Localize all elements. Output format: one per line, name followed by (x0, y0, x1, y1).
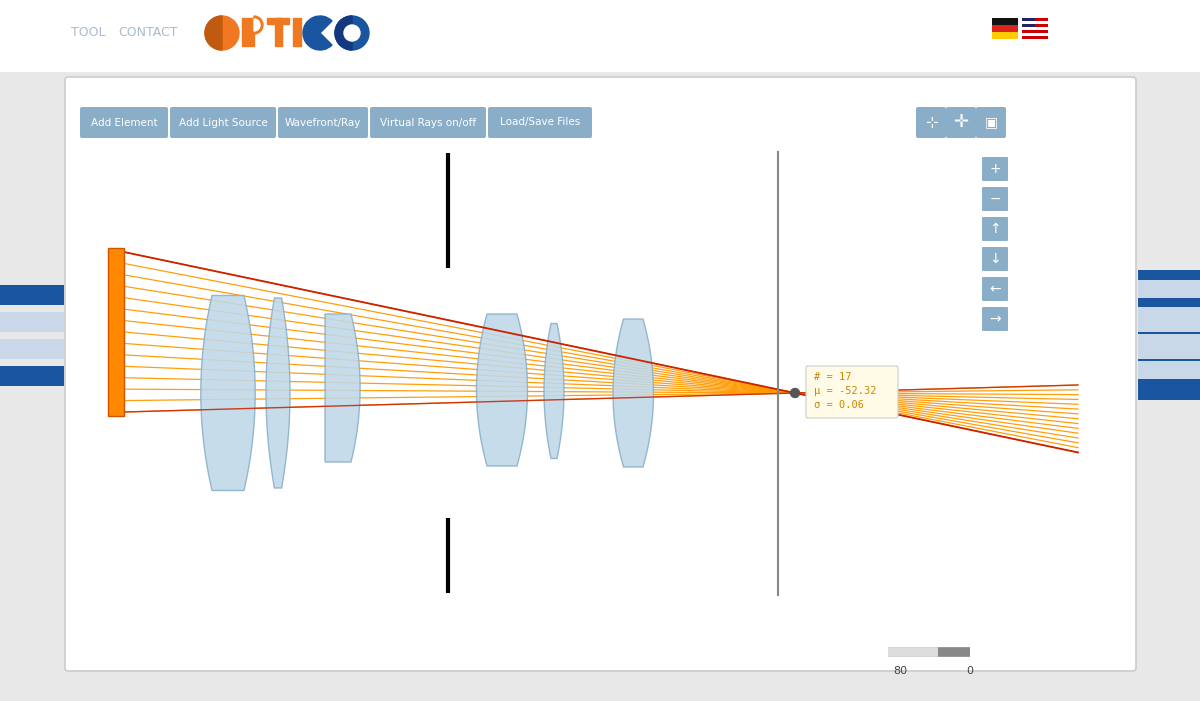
Text: Add Element: Add Element (91, 118, 157, 128)
Circle shape (205, 16, 239, 50)
Polygon shape (325, 314, 360, 462)
Circle shape (335, 16, 370, 50)
Polygon shape (476, 314, 528, 466)
Bar (1138, 361, 1200, 379)
Text: ↑: ↑ (989, 222, 1001, 236)
FancyBboxPatch shape (982, 307, 1008, 331)
FancyBboxPatch shape (278, 107, 368, 138)
Text: Wavefront/Ray: Wavefront/Ray (284, 118, 361, 128)
Polygon shape (266, 298, 290, 488)
Polygon shape (200, 296, 256, 491)
FancyBboxPatch shape (982, 277, 1008, 301)
Bar (1022, 18, 1034, 30)
Bar (1138, 334, 1200, 352)
Bar (1138, 366, 1200, 386)
Bar (1138, 280, 1200, 298)
Wedge shape (335, 16, 352, 50)
Bar (0, 0, 1200, 72)
Text: σ = 0.06: σ = 0.06 (814, 400, 864, 410)
Bar (293, 18, 301, 46)
FancyBboxPatch shape (806, 366, 898, 418)
Bar (108, 248, 124, 416)
Text: # = 17: # = 17 (814, 372, 852, 382)
Text: 0: 0 (966, 666, 973, 676)
Bar (0, 366, 64, 386)
Bar (992, 18, 1018, 25)
Text: +: + (989, 162, 1001, 176)
Bar (992, 32, 1018, 39)
Text: ←: ← (989, 282, 1001, 296)
FancyBboxPatch shape (370, 107, 486, 138)
FancyBboxPatch shape (982, 217, 1008, 241)
Text: μ = -52.32: μ = -52.32 (814, 386, 876, 396)
FancyBboxPatch shape (80, 107, 168, 138)
FancyBboxPatch shape (982, 187, 1008, 211)
FancyBboxPatch shape (976, 107, 1006, 138)
Polygon shape (613, 319, 654, 467)
Bar (1138, 285, 1200, 305)
Text: →: → (989, 312, 1001, 326)
Text: Add Light Source: Add Light Source (179, 118, 268, 128)
Bar (1022, 21, 1048, 24)
Text: ⊹: ⊹ (925, 114, 937, 130)
Text: CONTACT: CONTACT (119, 25, 178, 39)
Bar (992, 25, 1018, 32)
FancyBboxPatch shape (65, 77, 1136, 671)
FancyBboxPatch shape (982, 247, 1008, 271)
Text: Load/Save Files: Load/Save Files (500, 118, 580, 128)
Polygon shape (544, 323, 564, 458)
Circle shape (791, 388, 799, 397)
FancyBboxPatch shape (488, 107, 592, 138)
Wedge shape (254, 19, 260, 31)
Bar (1022, 33, 1048, 36)
Text: 80: 80 (893, 666, 907, 676)
Text: Virtual Rays on/off: Virtual Rays on/off (380, 118, 476, 128)
Bar (0, 312, 64, 332)
Bar (0, 339, 64, 359)
FancyBboxPatch shape (170, 107, 276, 138)
Bar (242, 18, 254, 46)
Bar (1138, 312, 1200, 332)
Wedge shape (302, 16, 332, 50)
Text: ▣: ▣ (984, 115, 997, 129)
Bar (1138, 339, 1200, 359)
Bar (275, 18, 282, 46)
Text: TOOL: TOOL (71, 25, 106, 39)
FancyBboxPatch shape (916, 107, 946, 138)
Wedge shape (254, 16, 263, 34)
Text: −: − (989, 192, 1001, 206)
Wedge shape (205, 16, 222, 50)
Circle shape (344, 25, 360, 41)
FancyBboxPatch shape (946, 107, 976, 138)
Bar (1022, 18, 1048, 39)
FancyBboxPatch shape (982, 157, 1008, 181)
Bar (266, 18, 289, 24)
Bar (1022, 27, 1048, 30)
Bar (1138, 270, 1200, 400)
Bar (0, 285, 64, 305)
Text: ↓: ↓ (989, 252, 1001, 266)
Bar (1138, 307, 1200, 325)
Text: ✛: ✛ (954, 113, 968, 131)
